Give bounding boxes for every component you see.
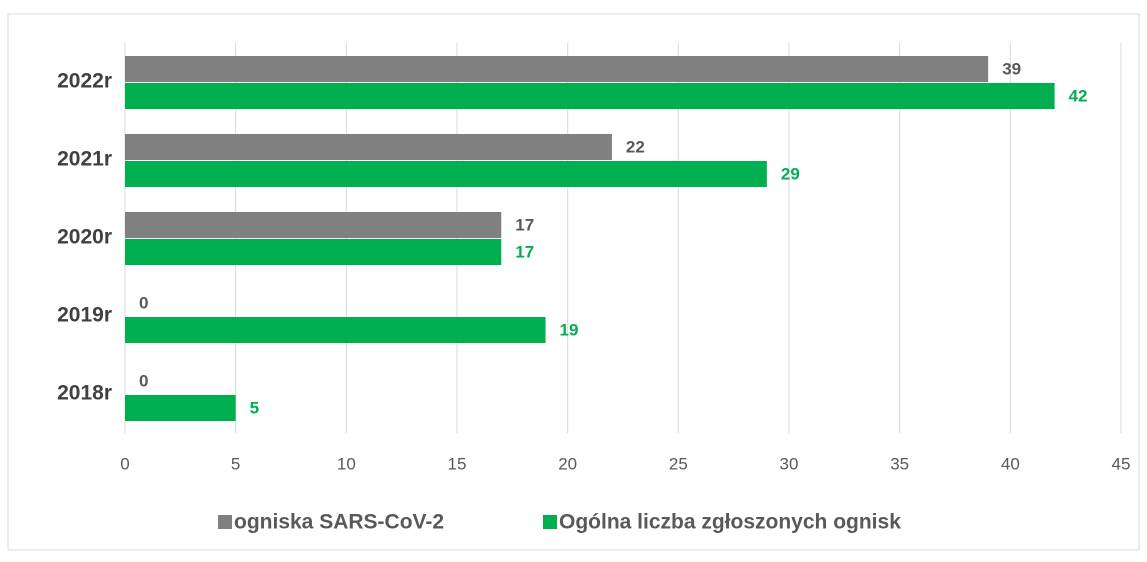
data-label: 0 — [139, 293, 148, 312]
x-tick-label: 0 — [120, 454, 129, 473]
bar — [125, 56, 989, 82]
x-tick-label: 35 — [890, 454, 909, 473]
x-tick-label: 5 — [231, 454, 240, 473]
y-tick-label: 2018r — [57, 382, 112, 405]
bar — [125, 161, 767, 187]
x-tick-label: 40 — [1001, 454, 1020, 473]
data-label: 5 — [250, 398, 259, 417]
bar — [125, 212, 502, 238]
data-label: 42 — [1069, 86, 1088, 105]
data-label: 22 — [626, 137, 645, 156]
data-label: 17 — [515, 242, 534, 261]
x-tick-label: 30 — [780, 454, 799, 473]
y-tick-label: 2021r — [57, 148, 112, 171]
bar — [125, 317, 546, 343]
data-label: 17 — [515, 215, 534, 234]
x-tick-label: 10 — [337, 454, 356, 473]
bar — [125, 83, 1055, 109]
y-tick-label: 2020r — [57, 226, 112, 249]
x-tick-label: 45 — [1112, 454, 1131, 473]
legend-label: ogniska SARS-CoV-2 — [234, 511, 444, 534]
x-tick-label: 15 — [448, 454, 467, 473]
x-tick-label: 20 — [558, 454, 577, 473]
legend-swatch — [543, 515, 557, 529]
y-tick-label: 2022r — [57, 70, 112, 93]
y-tick-label: 2019r — [57, 304, 112, 327]
legend-swatch — [218, 515, 232, 529]
bar — [125, 395, 236, 421]
data-label: 0 — [139, 371, 148, 390]
data-label: 29 — [781, 164, 800, 183]
bar — [125, 134, 612, 160]
x-tick-label: 25 — [669, 454, 688, 473]
data-label: 19 — [560, 320, 579, 339]
bar — [125, 239, 502, 265]
data-label: 39 — [1002, 59, 1021, 78]
legend-label: Ogólna liczba zgłoszonych ognisk — [559, 511, 901, 534]
